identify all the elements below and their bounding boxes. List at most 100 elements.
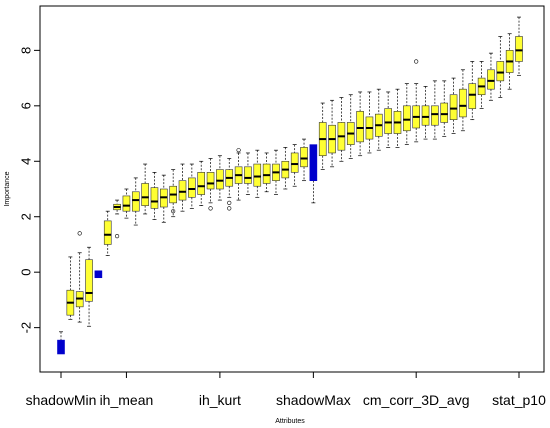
- feature-box: [365, 91, 374, 154]
- box-body: [85, 259, 93, 302]
- feature-box: [169, 169, 177, 218]
- y-tick-label: 4: [19, 158, 34, 165]
- box-body: [384, 108, 392, 134]
- x-tick-label: shadowMax: [276, 392, 351, 408]
- box-body: [103, 220, 112, 245]
- feature-box: [290, 144, 299, 187]
- feature-box: [75, 231, 84, 323]
- y-tick-label: 2: [19, 213, 34, 220]
- outlier-point: [227, 206, 232, 211]
- y-tick-label: 8: [19, 47, 34, 54]
- box-body: [515, 36, 523, 62]
- shadow-box: [94, 270, 103, 279]
- feature-box: [356, 91, 364, 157]
- feature-box: [150, 172, 159, 220]
- feature-box: [505, 33, 514, 90]
- x-tick-label: stat_p10: [492, 392, 546, 408]
- y-tick-label: -2: [19, 322, 34, 334]
- feature-box: [244, 152, 252, 195]
- box-body: [253, 163, 262, 187]
- shadow-box: [309, 144, 318, 204]
- feature-box: [234, 148, 243, 201]
- x-tick-label: ih_mean: [100, 392, 154, 408]
- box-body: [290, 152, 299, 173]
- box-body: [216, 169, 224, 190]
- feature-box: [188, 163, 196, 209]
- feature-box: [122, 188, 131, 219]
- feature-box: [225, 158, 234, 211]
- outlier-point: [236, 148, 241, 153]
- outlier-point: [208, 206, 213, 211]
- feature-box: [468, 61, 477, 121]
- outlier-point: [77, 231, 82, 236]
- feature-box: [403, 83, 411, 145]
- box-body: [178, 180, 187, 201]
- x-tick-label: ih_kurt: [199, 392, 241, 408]
- feature-box: [384, 91, 392, 148]
- feature-box: [477, 61, 486, 109]
- feature-box: [160, 174, 168, 223]
- box-body: [309, 144, 318, 181]
- feature-box: [487, 52, 495, 101]
- feature-box: [337, 97, 346, 162]
- feature-box: [141, 163, 149, 215]
- feature-box: [346, 94, 355, 159]
- x-tick-label: cm_corr_3D_avg: [363, 392, 470, 408]
- feature-box: [103, 210, 112, 256]
- feature-box: [393, 88, 402, 148]
- feature-box: [131, 177, 140, 226]
- box-body: [440, 102, 449, 123]
- box-body: [459, 88, 467, 118]
- outlier-point: [227, 200, 232, 205]
- box-body: [244, 166, 252, 184]
- box-body: [206, 172, 215, 190]
- x-axis-title: Attributes: [275, 418, 305, 425]
- box-body: [356, 111, 364, 143]
- outlier-point: [114, 234, 120, 239]
- outlier-point: [414, 59, 419, 64]
- feature-box: [300, 138, 308, 182]
- feature-box: [421, 86, 430, 140]
- y-axis: -2 0 2 4 6 8: [19, 47, 41, 334]
- box-body: [487, 69, 495, 90]
- feature-box: [178, 163, 187, 212]
- feature-box: [66, 256, 75, 320]
- feature-box: [216, 155, 224, 201]
- feature-box: [253, 149, 262, 198]
- feature-box: [412, 59, 420, 143]
- plot-frame: [39, 5, 545, 373]
- box-body: [188, 177, 196, 198]
- feature-box: [281, 147, 290, 190]
- feature-box: [113, 199, 121, 239]
- feature-box: [515, 16, 523, 76]
- feature-box: [431, 80, 439, 140]
- feature-box: [85, 246, 93, 327]
- box-body: [421, 105, 430, 126]
- feature-box: [374, 88, 383, 151]
- box-body: [468, 83, 477, 109]
- x-tick-label: shadowMin: [26, 392, 97, 408]
- outlier-point: [171, 209, 176, 214]
- box-body: [262, 163, 271, 184]
- feature-box: [328, 99, 336, 168]
- feature-box: [206, 158, 215, 211]
- box-series: [57, 16, 523, 355]
- box-body: [197, 172, 206, 195]
- feature-box: [440, 80, 449, 137]
- box-body: [449, 94, 458, 120]
- feature-box: [262, 152, 271, 193]
- y-axis-title: Importance: [4, 171, 11, 206]
- feature-box: [318, 102, 327, 170]
- box-body: [94, 270, 103, 279]
- box-body: [403, 105, 411, 132]
- box-body: [122, 195, 131, 212]
- feature-box: [272, 149, 280, 195]
- box-body: [57, 339, 65, 355]
- box-body: [496, 61, 505, 82]
- y-tick-label: 0: [19, 269, 34, 276]
- box-body: [431, 105, 439, 126]
- y-tick-label: 6: [19, 102, 34, 109]
- box-body: [300, 147, 308, 168]
- x-axis: shadowMin ih_mean ih_kurt shadowMax cm_corr_…: [26, 372, 546, 408]
